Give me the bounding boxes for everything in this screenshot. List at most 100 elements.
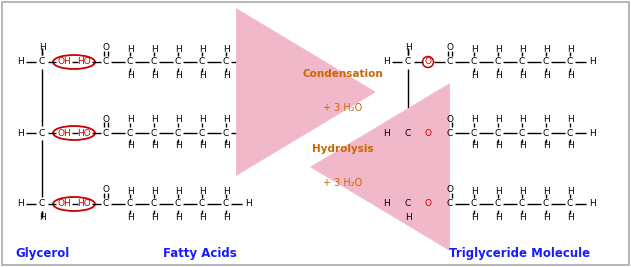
Text: C: C [567, 128, 573, 138]
Text: H: H [519, 142, 526, 151]
Text: H: H [223, 187, 230, 195]
Text: H: H [495, 213, 502, 222]
Text: C: C [471, 57, 477, 66]
Text: C: C [199, 57, 205, 66]
Text: H: H [223, 45, 230, 53]
Text: C: C [543, 199, 549, 209]
Text: H: H [175, 213, 181, 222]
Text: C: C [151, 128, 157, 138]
Text: H: H [175, 116, 181, 124]
Text: C: C [519, 199, 525, 209]
Text: H: H [567, 213, 574, 222]
Text: C: C [151, 57, 157, 66]
Text: H: H [38, 214, 45, 222]
Text: O: O [102, 44, 110, 53]
Text: C: C [175, 57, 181, 66]
Text: H: H [471, 116, 478, 124]
Text: C: C [175, 128, 181, 138]
Text: O: O [425, 57, 432, 66]
Text: H: H [199, 70, 205, 80]
Text: H: H [519, 70, 526, 80]
Text: C: C [543, 128, 549, 138]
Text: O: O [447, 186, 454, 194]
Text: H: H [543, 142, 550, 151]
Text: C: C [447, 199, 453, 209]
Text: C: C [405, 199, 411, 209]
Text: H: H [127, 187, 133, 195]
Text: C: C [127, 199, 133, 209]
Text: H: H [127, 142, 133, 151]
Text: H: H [151, 45, 157, 53]
Text: H: H [589, 199, 596, 209]
Text: C: C [447, 128, 453, 138]
Text: C: C [495, 128, 501, 138]
Text: H: H [543, 116, 550, 124]
Text: H: H [127, 70, 133, 80]
Text: C: C [447, 57, 453, 66]
Text: H: H [495, 45, 502, 53]
Text: C: C [127, 128, 133, 138]
Text: C: C [103, 57, 109, 66]
Text: C: C [543, 57, 549, 66]
Text: C: C [223, 57, 229, 66]
Text: H: H [245, 199, 251, 209]
Text: H: H [175, 70, 181, 80]
Text: H: H [543, 45, 550, 53]
Text: H: H [223, 142, 230, 151]
Text: C: C [223, 128, 229, 138]
Text: H: H [127, 116, 133, 124]
Text: C: C [103, 128, 109, 138]
Text: HO: HO [77, 199, 91, 209]
Text: H: H [543, 213, 550, 222]
Text: Triglyceride Molecule: Triglyceride Molecule [449, 248, 591, 261]
Text: H: H [151, 187, 157, 195]
Text: H: H [151, 116, 157, 124]
Text: O: O [447, 115, 454, 124]
Text: H: H [245, 128, 251, 138]
Text: C: C [199, 128, 205, 138]
Text: H: H [495, 187, 502, 195]
Text: O: O [102, 186, 110, 194]
Text: OH: OH [57, 128, 71, 138]
Text: C: C [223, 199, 229, 209]
Text: H: H [223, 116, 230, 124]
Text: C: C [405, 57, 411, 66]
Text: H: H [495, 142, 502, 151]
Text: H: H [223, 70, 230, 80]
Text: H: H [471, 70, 478, 80]
Text: Hydrolysis: Hydrolysis [312, 144, 374, 154]
Text: C: C [175, 199, 181, 209]
Text: H: H [567, 45, 574, 53]
Text: H: H [199, 187, 205, 195]
Text: H: H [495, 70, 502, 80]
Text: H: H [382, 128, 389, 138]
Text: O: O [425, 128, 432, 138]
Text: OH: OH [57, 199, 71, 209]
Text: Condensation: Condensation [303, 69, 384, 79]
Text: H: H [127, 45, 133, 53]
Text: C: C [103, 199, 109, 209]
Text: H: H [38, 44, 45, 53]
Text: H: H [382, 199, 389, 209]
Text: O: O [425, 199, 432, 209]
Text: H: H [223, 213, 230, 222]
Text: C: C [471, 199, 477, 209]
Text: C: C [405, 128, 411, 138]
Text: H: H [175, 45, 181, 53]
Text: C: C [127, 57, 133, 66]
Text: + 3 H₂O: + 3 H₂O [323, 178, 363, 188]
Text: H: H [199, 45, 205, 53]
Text: + 3 H₂O: + 3 H₂O [323, 103, 363, 113]
Text: C: C [471, 128, 477, 138]
Text: H: H [567, 187, 574, 195]
Text: C: C [199, 199, 205, 209]
Text: H: H [567, 142, 574, 151]
Text: H: H [519, 45, 526, 53]
Text: H: H [519, 213, 526, 222]
Text: H: H [175, 187, 181, 195]
Text: H: H [471, 45, 478, 53]
Text: C: C [567, 57, 573, 66]
Text: C: C [39, 128, 45, 138]
Text: H: H [382, 57, 389, 66]
Text: C: C [519, 128, 525, 138]
